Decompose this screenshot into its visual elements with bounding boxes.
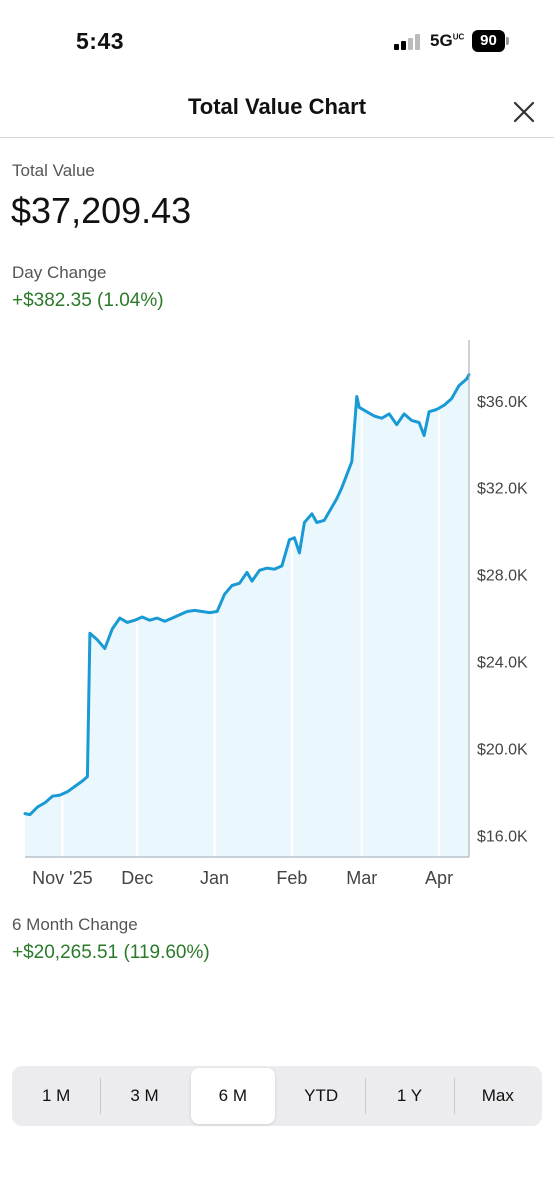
value-series-line bbox=[23, 373, 471, 817]
range-divider bbox=[453, 1078, 455, 1114]
total-value: $37,209.43 bbox=[11, 190, 192, 231]
x-tick-label: Feb bbox=[276, 868, 307, 888]
header: Total Value Chart bbox=[0, 80, 554, 138]
y-tick-label: $20.0K bbox=[477, 741, 528, 758]
x-tick-label: Nov '25 bbox=[32, 868, 92, 888]
x-tick-label: Mar bbox=[346, 868, 377, 888]
period-change-label: 6 Month Change bbox=[12, 915, 138, 934]
y-tick-label: $32.0K bbox=[477, 481, 528, 498]
status-time: 5:43 bbox=[76, 28, 125, 54]
range-option-1y[interactable]: 1 Y bbox=[396, 1086, 423, 1105]
range-option-6m[interactable]: 6 M bbox=[190, 1068, 275, 1124]
range-option-1m[interactable]: 1 M bbox=[41, 1086, 71, 1105]
y-tick-label: $36.0K bbox=[477, 394, 528, 411]
x-tick-label: Dec bbox=[121, 868, 153, 888]
chart-area-fill bbox=[25, 374, 469, 857]
battery-icon: 90 bbox=[472, 30, 509, 52]
range-divider bbox=[365, 1078, 367, 1114]
y-tick-label: $24.0K bbox=[477, 654, 528, 671]
range-option-ytd[interactable]: YTD bbox=[304, 1086, 339, 1105]
total-value-label: Total Value bbox=[12, 161, 95, 180]
page-title: Total Value Chart bbox=[187, 94, 367, 119]
y-tick-label: $16.0K bbox=[477, 828, 528, 845]
range-divider bbox=[100, 1078, 102, 1114]
range-option-3m[interactable]: 3 M bbox=[130, 1086, 159, 1105]
y-tick-label: $28.0K bbox=[477, 568, 528, 585]
close-icon bbox=[513, 101, 535, 123]
x-tick-label: Apr bbox=[425, 868, 453, 888]
period-change-value: +$20,265.51 (119.60%) bbox=[12, 942, 210, 963]
cellular-signal-icon bbox=[394, 34, 420, 50]
total-value-chart[interactable]: Nov '25 Dec Jan Feb Mar Apr $16.0K $20.0K $24.0K… bbox=[0, 330, 554, 900]
x-tick-label: Jan bbox=[200, 868, 229, 888]
time-range-selector: 1 M 3 M 6 M YTD 1 Y Max bbox=[12, 1066, 542, 1126]
day-change-label: Day Change bbox=[12, 263, 107, 282]
close-button[interactable] bbox=[506, 94, 542, 130]
range-option-max[interactable]: Max bbox=[481, 1086, 514, 1105]
day-change-value: +$382.35 (1.04%) bbox=[12, 290, 164, 311]
battery-level: 90 bbox=[472, 30, 505, 52]
status-bar: 5:43 5GUC 90 bbox=[0, 0, 554, 80]
network-label: 5GUC bbox=[430, 31, 465, 50]
